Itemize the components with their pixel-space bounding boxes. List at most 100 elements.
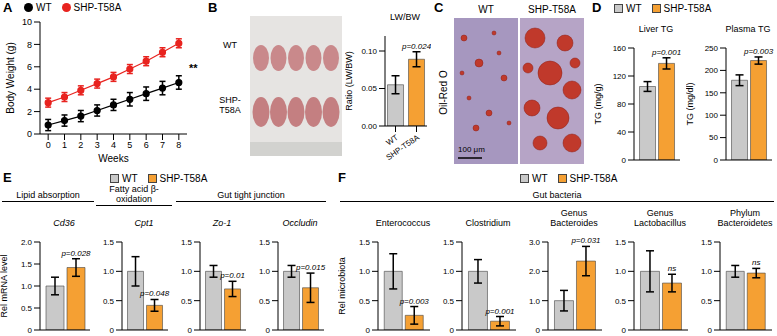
svg-text:150: 150 — [705, 89, 719, 98]
svg-text:120: 120 — [613, 72, 627, 81]
svg-text:0: 0 — [622, 156, 627, 165]
html-text:SHP-T58A: SHP-T58A — [73, 2, 122, 13]
html-text:SHP-T58A: SHP-T58A — [663, 3, 712, 14]
svg-text:p=0.024: p=0.024 — [401, 42, 431, 51]
svg-text:0: 0 — [27, 129, 32, 139]
svg-text:TG (mg/dl): TG (mg/dl) — [686, 82, 695, 125]
svg-text:2: 2 — [27, 107, 32, 117]
svg-text:1.0: 1.0 — [181, 267, 193, 276]
svg-text:3.0: 3.0 — [529, 238, 541, 247]
svg-text:p=0.003: p=0.003 — [399, 297, 430, 306]
svg-text:1.0: 1.0 — [443, 267, 455, 276]
svg-text:7: 7 — [160, 140, 165, 150]
svg-text:p=0.048: p=0.048 — [139, 289, 170, 298]
svg-text:1.5: 1.5 — [181, 238, 193, 247]
svg-text:TG (mg/g): TG (mg/g) — [594, 83, 603, 124]
svg-text:1.0: 1.0 — [359, 267, 371, 276]
html-text:SHP-T58A: SHP-T58A — [219, 95, 241, 115]
svg-text:0.5: 0.5 — [181, 297, 193, 306]
svg-text:1.0: 1.0 — [529, 297, 541, 306]
svg-text:0.5: 0.5 — [21, 304, 33, 313]
html-text:SHP-T58A: SHP-T58A — [528, 4, 576, 15]
svg-text:4: 4 — [27, 84, 32, 94]
svg-text:1.5: 1.5 — [21, 260, 33, 269]
svg-text:p=0.015: p=0.015 — [295, 263, 326, 272]
svg-text:SHP-T58A: SHP-T58A — [384, 133, 421, 163]
svg-text:ns: ns — [668, 264, 676, 273]
svg-text:0.5: 0.5 — [103, 297, 115, 306]
html-text:Genus Lactobacillus: Genus Lactobacillus — [634, 208, 686, 228]
svg-text:p=0.028: p=0.028 — [60, 249, 91, 258]
svg-text:8: 8 — [176, 140, 181, 150]
svg-text:p=0.001: p=0.001 — [484, 307, 514, 316]
svg-text:1.0: 1.0 — [259, 267, 271, 276]
svg-text:200: 200 — [705, 66, 719, 75]
svg-text:1.5: 1.5 — [615, 238, 627, 247]
svg-text:1.5: 1.5 — [359, 238, 371, 247]
svg-text:Rel mRNA level: Rel mRNA level — [0, 254, 9, 317]
svg-text:3: 3 — [95, 140, 100, 150]
svg-text:0.5: 0.5 — [259, 297, 271, 306]
svg-text:ns: ns — [752, 258, 760, 267]
svg-text:0: 0 — [536, 326, 541, 335]
svg-text:1.0: 1.0 — [103, 267, 115, 276]
svg-text:0: 0 — [450, 326, 455, 335]
svg-text:0.5: 0.5 — [443, 297, 455, 306]
html-text:Genus Bacteroides: Genus Bacteroides — [550, 208, 598, 228]
svg-text:5: 5 — [127, 140, 132, 150]
svg-text:4: 4 — [111, 140, 116, 150]
svg-text:2: 2 — [78, 140, 83, 150]
svg-text:p=0.01: p=0.01 — [219, 271, 245, 280]
svg-text:Rel microbiota: Rel microbiota — [338, 257, 347, 315]
svg-text:1.5: 1.5 — [259, 238, 271, 247]
svg-text:1: 1 — [62, 140, 67, 150]
html-text:Oil-Red O: Oil-Red O — [437, 69, 449, 115]
svg-text:80: 80 — [617, 100, 626, 109]
svg-text:1.5: 1.5 — [443, 238, 455, 247]
svg-text:100: 100 — [705, 111, 719, 120]
svg-text:0: 0 — [28, 326, 33, 335]
svg-text:2.0: 2.0 — [529, 267, 541, 276]
html-text:WT: WT — [478, 4, 494, 15]
svg-text:160: 160 — [613, 44, 627, 53]
svg-text:Ratio (LW/BW): Ratio (LW/BW) — [345, 51, 354, 110]
svg-text:100 μm: 100 μm — [458, 145, 485, 154]
html-text:Phylum Bacteroidetes: Phylum Bacteroidetes — [717, 208, 773, 228]
svg-text:6: 6 — [144, 140, 149, 150]
svg-text:250: 250 — [705, 44, 719, 53]
svg-text:0: 0 — [366, 326, 371, 335]
svg-text:p=0.001: p=0.001 — [651, 48, 681, 57]
svg-text:1.5: 1.5 — [103, 238, 115, 247]
svg-text:p=0.003: p=0.003 — [743, 47, 774, 56]
svg-text:Body Weight (g): Body Weight (g) — [5, 42, 16, 114]
svg-text:0: 0 — [110, 326, 115, 335]
svg-text:2.0: 2.0 — [21, 238, 33, 247]
html-text:WT: WT — [36, 2, 52, 13]
svg-text:0.5: 0.5 — [615, 297, 627, 306]
svg-text:6: 6 — [27, 62, 32, 72]
html-text:Fatty acid β-oxidation: Fatty acid β-oxidation — [109, 184, 159, 204]
svg-text:50: 50 — [709, 133, 718, 142]
svg-text:0: 0 — [266, 326, 271, 335]
svg-text:0: 0 — [708, 326, 713, 335]
svg-text:0: 0 — [714, 156, 719, 165]
svg-text:8: 8 — [27, 40, 32, 50]
svg-text:0.05: 0.05 — [361, 84, 377, 93]
svg-text:1.5: 1.5 — [701, 238, 713, 247]
svg-text:1.0: 1.0 — [615, 267, 627, 276]
svg-text:1.0: 1.0 — [21, 282, 33, 291]
svg-text:0.5: 0.5 — [701, 297, 713, 306]
svg-text:WT: WT — [384, 132, 400, 148]
svg-text:p=0.031: p=0.031 — [570, 236, 600, 245]
html-text:WT: WT — [626, 3, 642, 14]
svg-text:1.0: 1.0 — [701, 267, 713, 276]
svg-text:10: 10 — [22, 17, 32, 27]
svg-text:0.00: 0.00 — [361, 122, 377, 131]
svg-text:0: 0 — [622, 326, 627, 335]
svg-text:Weeks: Weeks — [98, 153, 128, 164]
svg-text:0: 0 — [188, 326, 193, 335]
svg-text:0.10: 0.10 — [361, 47, 377, 56]
svg-text:0.5: 0.5 — [359, 297, 371, 306]
svg-text:40: 40 — [617, 128, 626, 137]
svg-text:0: 0 — [46, 140, 51, 150]
